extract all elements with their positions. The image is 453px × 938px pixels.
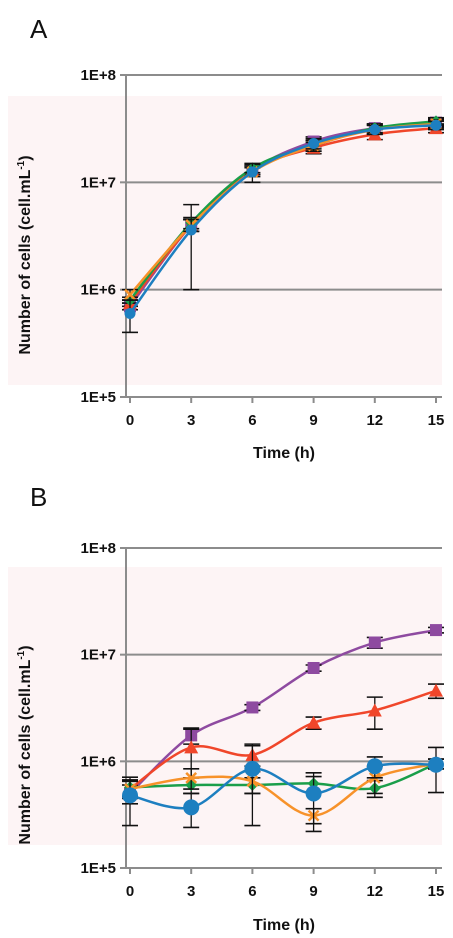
data-point	[305, 785, 322, 802]
data-point	[308, 138, 320, 150]
x-axis-label: Time (h)	[253, 917, 315, 934]
plot-background	[8, 96, 442, 385]
y-tick-label: 1E+8	[81, 67, 116, 84]
x-tick-label: 12	[366, 883, 383, 900]
y-tick-label: 1E+5	[81, 389, 116, 406]
data-point	[124, 307, 136, 319]
data-point	[307, 661, 320, 674]
y-axis-label: Number of cells (cell.mL-1)	[16, 155, 34, 354]
panel-letter: A	[30, 14, 48, 44]
x-tick-label: 6	[248, 412, 256, 429]
data-point	[429, 683, 443, 697]
y-axis-label-text: Number of cells (cell.mL	[17, 659, 34, 844]
error-bar	[244, 743, 261, 827]
y-tick-label: 1E+7	[81, 174, 116, 191]
y-tick-label: 1E+6	[81, 753, 116, 770]
y-axis-label-close: )	[17, 155, 34, 160]
y-tick-label: 1E+5	[81, 860, 116, 877]
data-point-stroke	[124, 288, 136, 301]
chart-panel-a: A 1E+5 1E+6 1E+7 1E+8 0 3 6 9 12 15 Time (h) Number …	[8, 14, 444, 462]
data-point-stroke	[185, 771, 198, 784]
data-point	[428, 756, 444, 773]
panel-letter: B	[30, 482, 47, 512]
data-point	[246, 701, 259, 714]
data-point	[367, 703, 382, 717]
plot-background	[8, 567, 442, 845]
data-point	[368, 636, 381, 649]
data-point	[366, 758, 383, 775]
data-point	[246, 166, 258, 178]
y-tick-label: 1E+8	[81, 540, 116, 557]
y-tick-label: 1E+7	[81, 647, 116, 664]
data-point	[124, 288, 136, 301]
x-tick-label: 6	[248, 883, 256, 900]
x-tick-label: 15	[428, 883, 445, 900]
data-point	[430, 624, 442, 637]
data-point	[183, 799, 200, 816]
y-axis-label-text: Number of cells (cell.mL	[17, 169, 34, 354]
x-tick-label: 0	[126, 412, 134, 429]
x-tick-label: 0	[126, 883, 134, 900]
data-point	[244, 760, 261, 777]
x-axis-label: Time (h)	[253, 445, 315, 462]
y-axis-label-close: )	[17, 645, 34, 650]
data-point	[185, 224, 197, 236]
data-point	[122, 787, 138, 804]
y-axis-label: Number of cells (cell.mL-1)	[16, 645, 34, 844]
x-tick-label: 9	[309, 883, 317, 900]
error-bar	[305, 772, 322, 833]
x-tick-label: 15	[428, 412, 445, 429]
data-point	[306, 715, 321, 729]
y-tick-label: 1E+6	[81, 282, 116, 299]
x-tick-label: 3	[187, 883, 195, 900]
series-line	[129, 689, 437, 791]
data-point	[184, 740, 199, 754]
data-point	[430, 119, 442, 131]
series-circle	[122, 119, 444, 334]
error-bar	[183, 203, 200, 291]
x-tick-label: 12	[366, 412, 383, 429]
x-tick-label: 9	[309, 412, 317, 429]
chart-panel-b: B 1E+5 1E+6 1E+7 1E+8 0 3 6 9 12 15 Time (h) Number …	[8, 482, 444, 934]
data-point	[185, 771, 198, 784]
y-axis-label-superscript: -1	[16, 650, 27, 659]
y-axis-label-superscript: -1	[16, 160, 27, 169]
data-point	[369, 124, 381, 136]
series-circle	[122, 743, 444, 833]
x-tick-label: 3	[187, 412, 195, 429]
